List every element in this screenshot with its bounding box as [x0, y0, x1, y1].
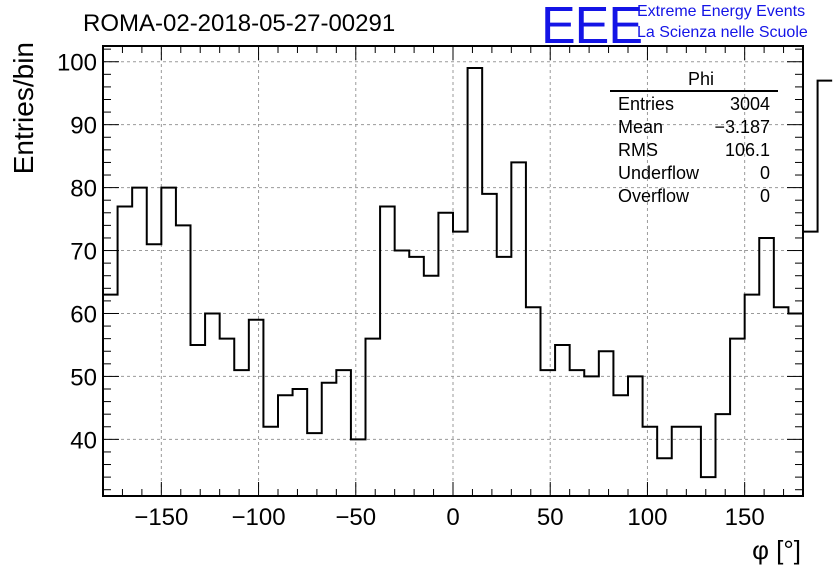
stats-value: 0	[759, 163, 770, 183]
x-tick-label: 100	[627, 504, 667, 531]
y-axis-label: Entries/bin	[8, 42, 39, 174]
stats-row-rms: RMS 106.1	[610, 139, 778, 162]
y-tick-label: 50	[70, 364, 97, 391]
logo-line-1: Extreme Energy Events	[637, 3, 806, 20]
y-tick-label: 90	[70, 113, 97, 140]
logo-line-2: La Scienza nelle Scuole	[637, 24, 808, 41]
stats-value: 3004	[729, 94, 770, 114]
chart-title: ROMA-02-2018-05-27-00291	[83, 10, 396, 37]
eee-logo-mark: EEE	[541, 0, 643, 55]
stats-value: 106.1	[724, 140, 770, 160]
x-tick-label: −50	[335, 504, 376, 531]
x-axis-label: φ [°]	[752, 535, 801, 565]
y-tick-label: 60	[70, 301, 97, 328]
stats-row-underflow: Underflow 0	[610, 162, 778, 185]
stats-label: Underflow	[618, 163, 700, 183]
stats-label: Mean	[618, 117, 664, 137]
stats-row-mean: Mean −3.187	[610, 116, 778, 139]
stats-label: Entries	[618, 94, 675, 114]
y-tick-label: 80	[70, 176, 97, 203]
stats-row-entries: Entries 3004	[610, 93, 778, 116]
x-tick-label: −150	[134, 504, 188, 531]
y-tick-label: 100	[57, 50, 97, 77]
stats-box-rule	[610, 90, 778, 92]
stats-value: 0	[759, 186, 770, 206]
stats-label: Overflow	[618, 186, 690, 206]
stats-value: −3.187	[714, 117, 770, 137]
x-tick-label: 50	[537, 504, 564, 531]
stats-box: Phi Entries 3004 Mean −3.187 RMS 106.1 U…	[610, 68, 778, 208]
x-tick-label: 0	[446, 504, 459, 531]
x-tick-label: 150	[725, 504, 765, 531]
stats-box-name: Phi	[687, 69, 714, 89]
histogram-line	[103, 67, 833, 479]
y-tick-label: 70	[70, 239, 97, 266]
stats-label: RMS	[618, 140, 658, 160]
y-tick-label: 40	[70, 427, 97, 454]
stats-row-overflow: Overflow 0	[610, 185, 778, 208]
x-tick-label: −100	[232, 504, 286, 531]
